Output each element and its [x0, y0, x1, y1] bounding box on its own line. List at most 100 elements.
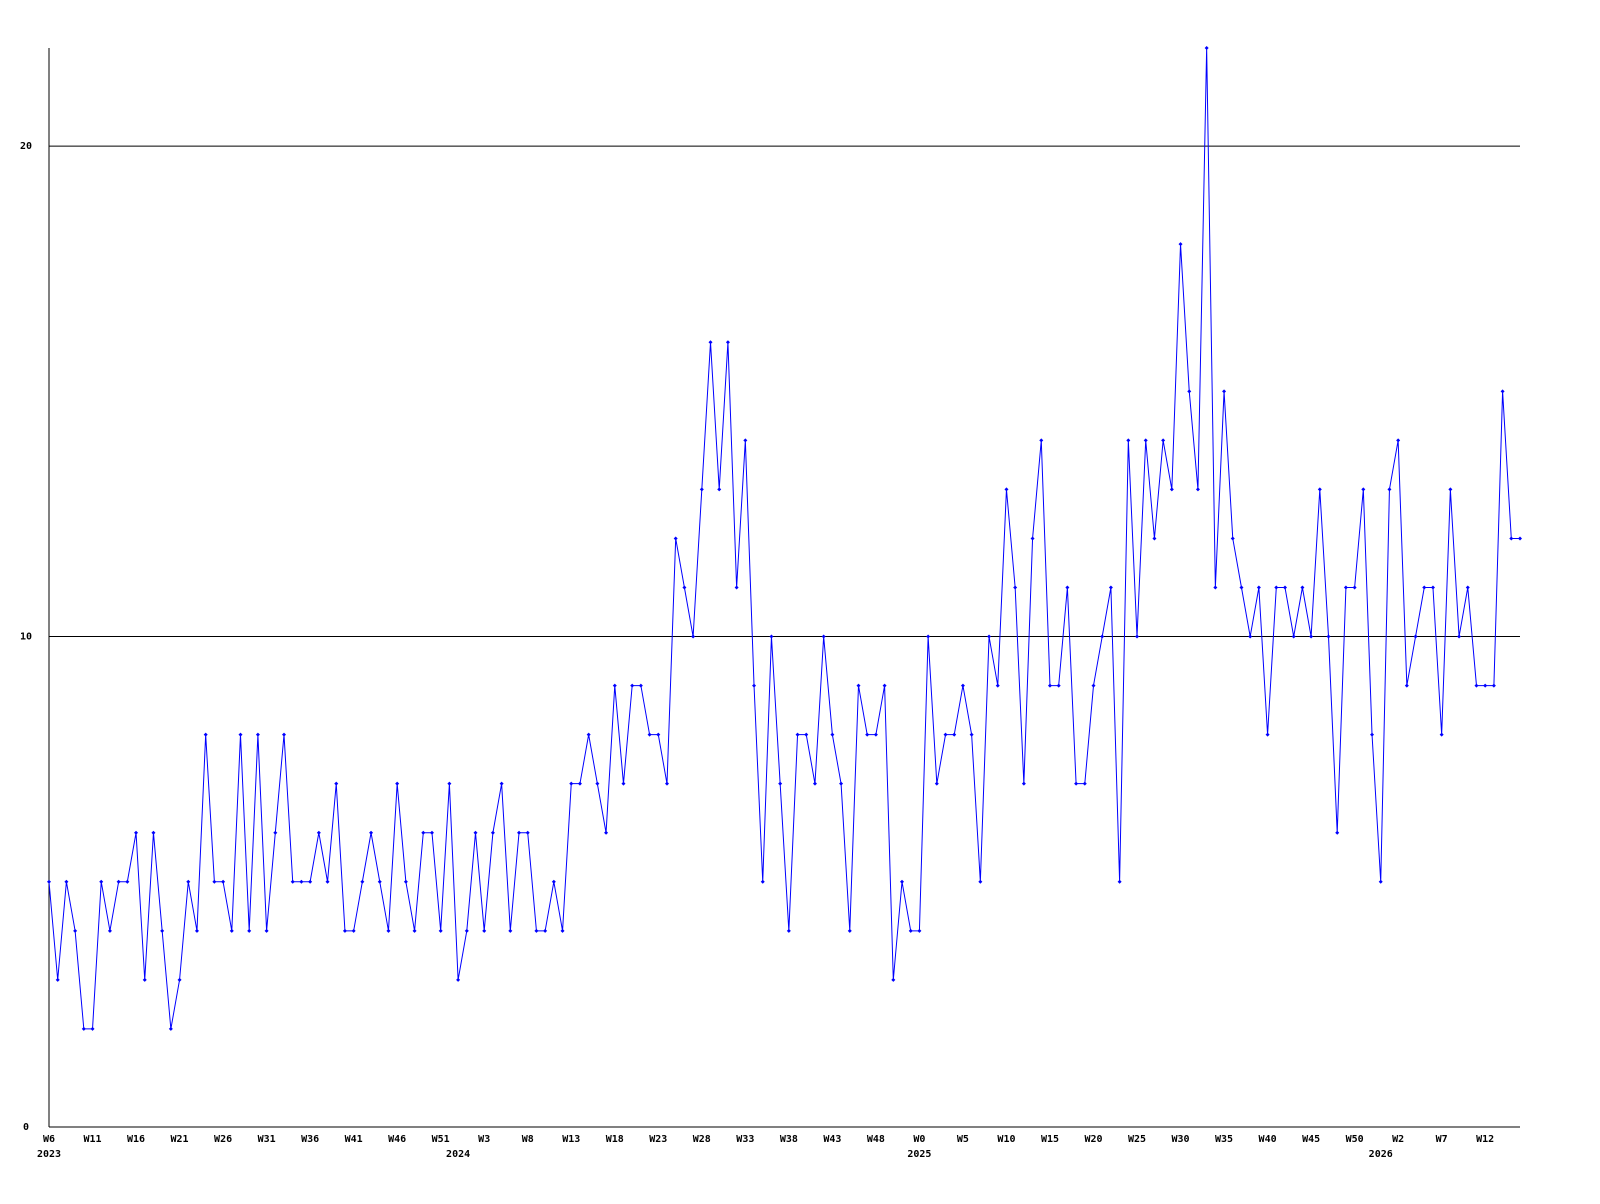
data-point — [1518, 536, 1522, 541]
data-point — [134, 830, 139, 835]
data-point — [1030, 536, 1035, 541]
data-point — [99, 879, 104, 884]
data-point — [1047, 683, 1052, 688]
x-tick-label: W13 — [562, 1134, 580, 1145]
x-tick-label: W46 — [388, 1134, 406, 1145]
data-point — [212, 879, 217, 884]
data-point — [725, 340, 730, 345]
data-point — [1465, 585, 1470, 590]
data-point — [1082, 781, 1087, 786]
data-point — [1126, 438, 1131, 443]
data-point — [334, 781, 339, 786]
data-point — [299, 879, 304, 884]
data-point — [342, 928, 347, 933]
data-point — [638, 683, 643, 688]
data-point — [1387, 487, 1392, 492]
data-point — [1361, 487, 1366, 492]
data-point — [1370, 732, 1375, 737]
data-point — [1335, 830, 1340, 835]
data-point — [90, 1026, 95, 1031]
data-point — [1274, 585, 1279, 590]
data-point — [1317, 487, 1322, 492]
data-point — [351, 928, 356, 933]
data-point — [168, 1026, 173, 1031]
data-point — [517, 830, 522, 835]
data-point — [612, 683, 617, 688]
data-point — [125, 879, 130, 884]
year-label: 2024 — [446, 1149, 470, 1160]
x-tick-label: W21 — [171, 1134, 189, 1145]
data-point — [316, 830, 321, 835]
x-tick-label: W43 — [823, 1134, 841, 1145]
data-point — [473, 830, 478, 835]
data-point — [873, 732, 878, 737]
data-point — [978, 879, 983, 884]
x-tick-label: W6 — [43, 1134, 55, 1145]
data-point — [360, 879, 365, 884]
data-point — [1013, 585, 1018, 590]
x-tick-label: W51 — [432, 1134, 450, 1145]
data-point — [1291, 634, 1296, 639]
data-point — [1021, 781, 1026, 786]
x-tick-label: W8 — [522, 1134, 534, 1145]
data-point — [560, 928, 565, 933]
data-point — [699, 487, 704, 492]
data-point — [891, 977, 896, 982]
data-point — [81, 1026, 86, 1031]
data-point — [586, 732, 591, 737]
data-point — [290, 879, 295, 884]
data-point — [377, 879, 382, 884]
data-point — [1091, 683, 1096, 688]
data-point — [1213, 585, 1218, 590]
data-point — [412, 928, 417, 933]
data-point — [926, 634, 931, 639]
x-tick-label: W5 — [957, 1134, 969, 1145]
data-point — [987, 634, 992, 639]
data-point — [664, 781, 669, 786]
data-point — [1483, 683, 1488, 688]
x-tick-label: W45 — [1302, 1134, 1320, 1145]
x-tick-label: W33 — [736, 1134, 754, 1145]
data-point — [308, 879, 313, 884]
data-point — [1039, 438, 1044, 443]
data-point — [55, 977, 60, 982]
data-point — [1326, 634, 1331, 639]
year-label: 2026 — [1369, 1149, 1393, 1160]
data-point — [534, 928, 539, 933]
data-point — [456, 977, 461, 982]
data-point — [847, 928, 852, 933]
x-tick-label: W12 — [1476, 1134, 1494, 1145]
x-tick-label: W10 — [997, 1134, 1015, 1145]
data-point — [1509, 536, 1514, 541]
x-tick-label: W31 — [258, 1134, 276, 1145]
x-tick-label: W25 — [1128, 1134, 1146, 1145]
data-point — [247, 928, 252, 933]
data-point — [1178, 242, 1183, 247]
x-tick-label: W30 — [1172, 1134, 1190, 1145]
data-point — [1239, 585, 1244, 590]
y-tick-label: 0 — [23, 1122, 29, 1133]
y-tick-label: 10 — [20, 632, 32, 643]
data-point — [1187, 389, 1192, 394]
x-tick-label: W38 — [780, 1134, 798, 1145]
data-point — [647, 732, 652, 737]
data-point — [760, 879, 765, 884]
data-point — [856, 683, 861, 688]
data-point — [569, 781, 574, 786]
year-label: 2023 — [37, 1149, 61, 1160]
data-point — [482, 928, 487, 933]
data-point — [1143, 438, 1148, 443]
x-tick-label: W23 — [649, 1134, 667, 1145]
data-point — [769, 634, 774, 639]
data-point — [786, 928, 791, 933]
data-point — [734, 585, 739, 590]
x-tick-label: W48 — [867, 1134, 885, 1145]
data-point — [882, 683, 887, 688]
data-point — [282, 732, 287, 737]
data-point — [865, 732, 870, 737]
data-point — [691, 634, 696, 639]
data-point — [1256, 585, 1261, 590]
data-point — [778, 781, 783, 786]
data-point — [1204, 46, 1209, 50]
